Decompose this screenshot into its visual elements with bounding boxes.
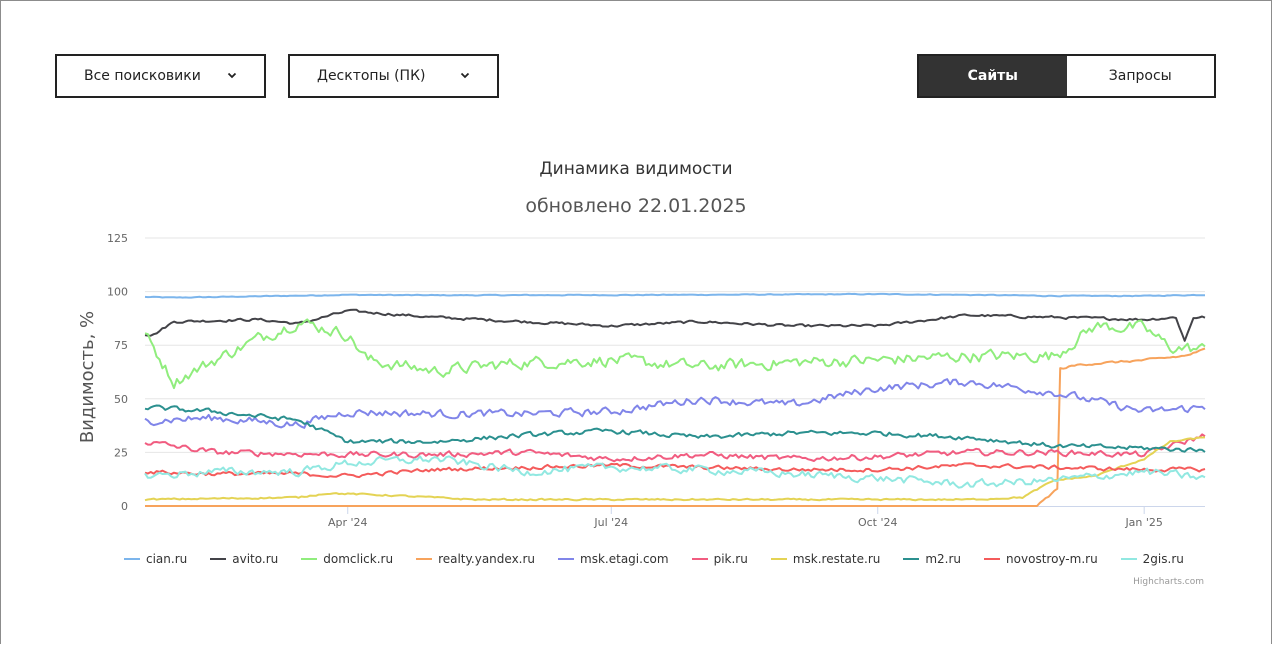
- x-tick-label: Oct '24: [858, 516, 898, 529]
- highcharts-credits[interactable]: Highcharts.com: [1133, 577, 1204, 587]
- x-tick-label: Jul '24: [593, 516, 628, 529]
- search-engine-select[interactable]: Все поисковики: [55, 54, 266, 98]
- legend-swatch: [301, 558, 318, 560]
- legend-label: domclick.ru: [323, 552, 394, 566]
- legend-swatch: [903, 558, 920, 560]
- y-tick-label: 50: [114, 393, 128, 406]
- series-line-realty-yandex-ru[interactable]: [145, 347, 1206, 507]
- chart-series: [144, 292, 1206, 507]
- legend-swatch: [416, 558, 433, 560]
- series-line-cian-ru[interactable]: [144, 292, 1205, 299]
- legend-item-realty-yandex-ru[interactable]: realty.yandex.ru: [416, 552, 535, 566]
- legend-item-pik-ru[interactable]: pik.ru: [691, 552, 748, 566]
- sites-tab[interactable]: Сайты: [919, 56, 1067, 96]
- x-tick-label: Apr '24: [328, 516, 368, 529]
- legend-label: 2gis.ru: [1142, 552, 1184, 566]
- legend-label: realty.yandex.ru: [438, 552, 536, 566]
- series-line-domclick-ru[interactable]: [144, 318, 1206, 390]
- visibility-chart: 0 25 50 75 100 125 Apr '24 Jul '24 Oct '24 Jan '…: [77, 232, 1206, 529]
- legend-swatch: [210, 558, 227, 560]
- legend-swatch: [691, 558, 708, 560]
- x-tick-label: Jan '25: [1124, 516, 1162, 529]
- chart-grid: [145, 237, 1205, 453]
- series-line-2gis-ru[interactable]: [144, 455, 1206, 489]
- legend-label: msk.restate.ru: [792, 552, 881, 566]
- legend-label: cian.ru: [146, 552, 188, 566]
- legend-item-2gis-ru[interactable]: 2gis.ru: [1120, 552, 1184, 566]
- legend-label: novostroy-m.ru: [1006, 552, 1098, 566]
- legend-swatch: [558, 558, 575, 560]
- device-select-value: Десктопы (ПК): [317, 68, 426, 84]
- y-axis-ticks: 0 25 50 75 100 125: [107, 232, 128, 513]
- legend-item-msk-etagi-com[interactable]: msk.etagi.com: [558, 552, 669, 566]
- legend-swatch: [770, 558, 787, 560]
- series-line-msk-etagi-com[interactable]: [144, 378, 1206, 429]
- device-select[interactable]: Десктопы (ПК): [288, 54, 499, 98]
- legend-label: msk.etagi.com: [580, 552, 669, 566]
- y-tick-label: 25: [114, 446, 128, 459]
- legend-item-msk-restate-ru[interactable]: msk.restate.ru: [770, 552, 881, 566]
- legend-label: m2.ru: [925, 552, 962, 566]
- legend-item-novostroy-m-ru[interactable]: novostroy-m.ru: [984, 552, 1098, 566]
- legend-label: pik.ru: [713, 552, 748, 566]
- y-tick-label: 125: [107, 232, 128, 245]
- y-tick-label: 100: [107, 286, 128, 299]
- series-line-msk-restate-ru[interactable]: [144, 436, 1206, 502]
- legend-item-avito-ru[interactable]: avito.ru: [210, 552, 278, 566]
- series-line-avito-ru[interactable]: [144, 308, 1206, 342]
- legend-item-domclick-ru[interactable]: domclick.ru: [301, 552, 393, 566]
- legend-swatch: [124, 558, 140, 560]
- legend-label: avito.ru: [232, 552, 279, 566]
- legend-swatch: [1120, 558, 1137, 560]
- chevron-down-icon: [460, 72, 470, 79]
- legend-item-cian-ru[interactable]: cian.ru: [124, 552, 187, 566]
- y-tick-label: 0: [121, 500, 128, 513]
- series-line-m2-ru[interactable]: [144, 404, 1206, 453]
- chart-subtitle: обновлено 22.01.2025: [525, 195, 747, 217]
- chart-legend: cian.ru avito.ru domclick.ru realty.yandex.…: [124, 552, 1207, 566]
- chevron-down-icon: [227, 72, 237, 79]
- x-axis: Apr '24 Jul '24 Oct '24 Jan '25: [145, 506, 1205, 529]
- y-axis-label: Видимость, %: [77, 311, 98, 443]
- series-line-novostroy-m-ru[interactable]: [144, 462, 1206, 479]
- legend-swatch: [984, 558, 1001, 560]
- legend-item-m2-ru[interactable]: m2.ru: [903, 552, 961, 566]
- search-engine-select-value: Все поисковики: [84, 68, 201, 84]
- chart-title: Динамика видимости: [539, 159, 733, 179]
- view-toggle: Сайты Запросы: [917, 54, 1216, 98]
- series-line-pik-ru[interactable]: [144, 433, 1206, 463]
- queries-tab[interactable]: Запросы: [1066, 56, 1214, 96]
- y-tick-label: 75: [114, 339, 128, 352]
